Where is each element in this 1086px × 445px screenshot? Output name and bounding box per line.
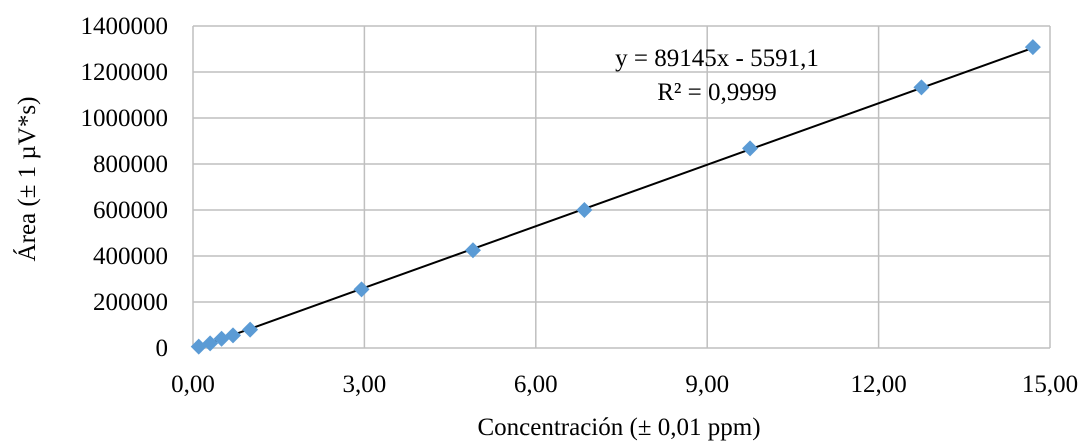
x-axis-ticks: 0,00 3,00 6,00 9,00 12,00 15,00 — [171, 371, 1078, 398]
data-point — [464, 242, 481, 259]
y-tick-label: 0 — [156, 335, 169, 362]
data-point — [742, 140, 759, 157]
x-tick-label: 12,00 — [850, 371, 906, 398]
y-tick-label: 1400000 — [81, 13, 169, 40]
data-point — [224, 327, 241, 344]
data-point — [1024, 39, 1041, 56]
x-tick-label: 6,00 — [514, 371, 558, 398]
x-tick-label: 3,00 — [343, 371, 387, 398]
y-axis-ticks: 0 200000 400000 600000 800000 1000000 1200000 1… — [81, 13, 169, 362]
y-axis-title: Área (± 1 µV*s) — [13, 97, 41, 262]
trendline — [198, 46, 1034, 349]
gridlines — [192, 25, 1051, 349]
x-tick-label: 9,00 — [685, 371, 729, 398]
data-point — [576, 202, 593, 218]
y-tick-label: 1000000 — [81, 105, 169, 132]
y-tick-label: 200000 — [93, 289, 168, 316]
trendline-equation: y = 89145x - 5591,1 — [615, 45, 819, 72]
y-tick-label: 600000 — [93, 197, 168, 224]
data-points — [190, 39, 1041, 355]
x-tick-label: 0,00 — [171, 371, 215, 398]
data-point — [202, 335, 219, 352]
x-axis-title: Concentración (± 0,01 ppm) — [477, 414, 760, 441]
data-point — [353, 281, 370, 298]
r-squared-label: R² = 0,9999 — [657, 79, 777, 106]
data-point — [242, 321, 259, 338]
x-tick-label: 15,00 — [1022, 371, 1078, 398]
data-point — [913, 79, 930, 96]
y-tick-label: 1200000 — [81, 59, 169, 86]
y-tick-label: 400000 — [93, 243, 168, 270]
y-tick-label: 800000 — [93, 151, 168, 178]
data-point — [190, 338, 207, 355]
